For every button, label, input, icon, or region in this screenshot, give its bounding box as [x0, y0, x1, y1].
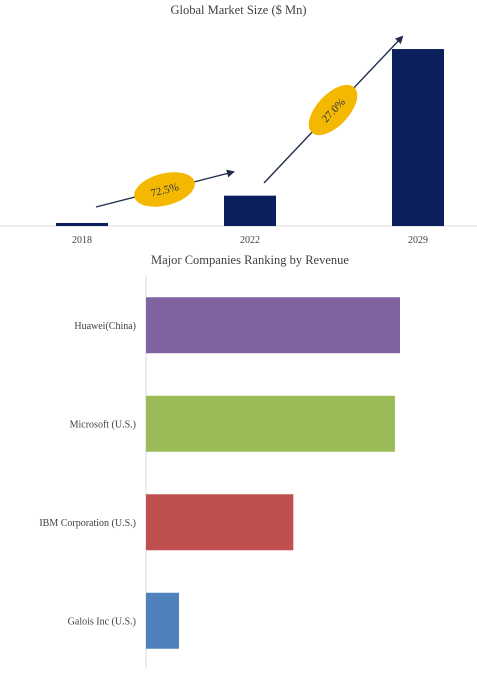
- market-size-title: Global Market Size ($ Mn): [170, 3, 306, 17]
- companies-ranking-title: Major Companies Ranking by Revenue: [151, 253, 349, 267]
- bar-ibm-corporation-u-s: [146, 494, 294, 551]
- y-label-ibm-corporation-u-s: IBM Corporation (U.S.): [39, 518, 136, 529]
- x-tick-2018: 2018: [72, 235, 92, 246]
- companies-ranking-chart: Major Companies Ranking by Revenue Huawe…: [39, 253, 400, 668]
- cagr-badge-2: 27.0%: [308, 84, 358, 136]
- cagr-badge-1: 72.5%: [134, 172, 195, 207]
- market-size-chart: Global Market Size ($ Mn) 2018 2022 2029 7…: [0, 3, 477, 246]
- bar-2029: [392, 49, 444, 226]
- bar-2022: [224, 195, 276, 226]
- y-label-microsoft-u-s: Microsoft (U.S.): [70, 419, 136, 430]
- y-label-huawei-china: Huawei(China): [74, 321, 136, 332]
- bar-2018: [56, 222, 108, 226]
- bar-huawei-china: [146, 297, 400, 354]
- x-tick-2022: 2022: [240, 235, 260, 246]
- y-label-galois-inc-u-s: Galois Inc (U.S.): [68, 616, 136, 627]
- x-tick-2029: 2029: [408, 235, 428, 246]
- bar-galois-inc-u-s: [146, 592, 180, 649]
- bar-microsoft-u-s: [146, 395, 395, 452]
